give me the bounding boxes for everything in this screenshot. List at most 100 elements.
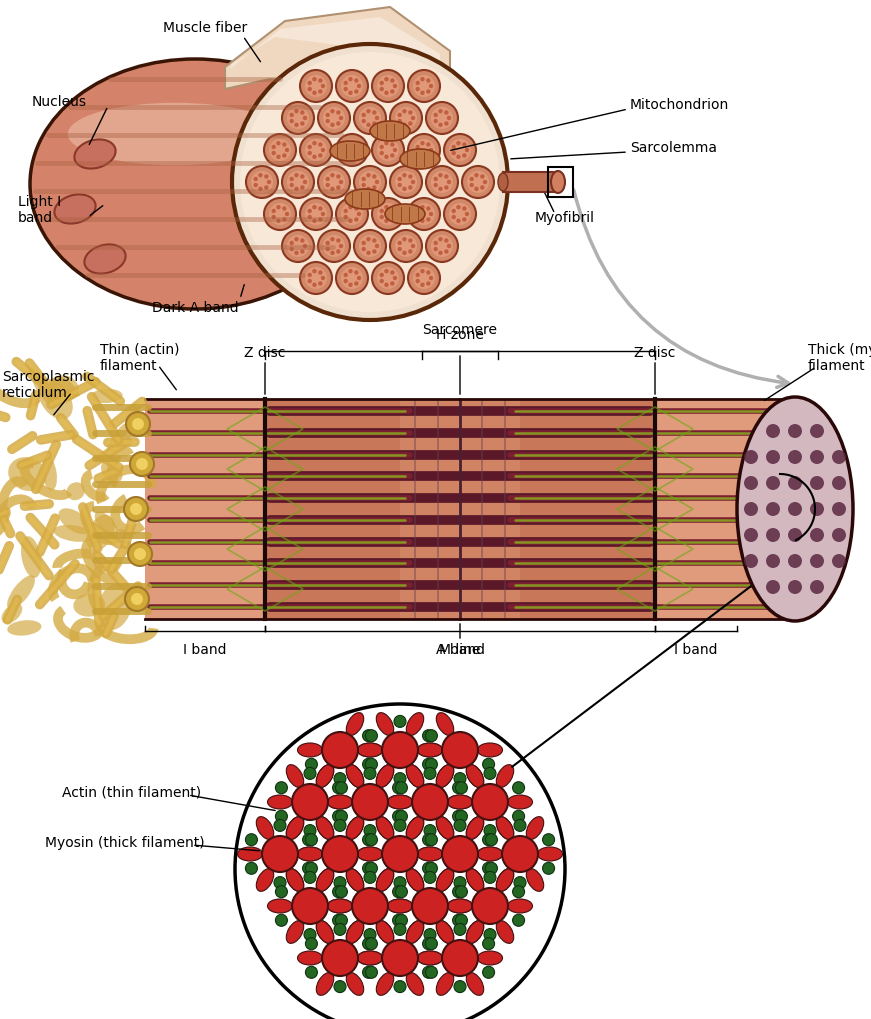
Circle shape <box>305 140 327 162</box>
Circle shape <box>253 183 258 189</box>
Circle shape <box>438 110 442 114</box>
Circle shape <box>322 837 358 872</box>
Circle shape <box>361 114 366 118</box>
Ellipse shape <box>347 973 364 996</box>
Ellipse shape <box>376 869 394 892</box>
Circle shape <box>326 114 330 118</box>
Circle shape <box>444 250 449 255</box>
Text: I band: I band <box>674 642 718 656</box>
Circle shape <box>393 85 397 89</box>
Ellipse shape <box>406 765 423 788</box>
Circle shape <box>312 77 317 83</box>
Circle shape <box>382 941 418 976</box>
Circle shape <box>272 152 276 156</box>
Circle shape <box>362 937 375 950</box>
Circle shape <box>434 177 438 182</box>
Circle shape <box>312 219 317 224</box>
Circle shape <box>456 206 461 210</box>
Ellipse shape <box>436 869 454 892</box>
Circle shape <box>300 186 305 191</box>
Ellipse shape <box>496 765 514 788</box>
Circle shape <box>264 175 268 179</box>
Ellipse shape <box>406 765 423 788</box>
Circle shape <box>431 172 453 194</box>
Circle shape <box>130 452 154 477</box>
Circle shape <box>366 966 377 978</box>
Circle shape <box>307 210 312 214</box>
Circle shape <box>307 152 312 156</box>
Circle shape <box>312 142 317 147</box>
Circle shape <box>395 914 408 926</box>
Ellipse shape <box>2 603 23 624</box>
Circle shape <box>354 91 359 95</box>
Circle shape <box>274 876 286 889</box>
Circle shape <box>372 263 404 294</box>
Circle shape <box>326 119 330 124</box>
Circle shape <box>321 276 325 281</box>
Circle shape <box>415 273 420 278</box>
Circle shape <box>294 237 299 243</box>
Ellipse shape <box>42 457 57 491</box>
Ellipse shape <box>417 743 442 757</box>
Circle shape <box>394 772 406 785</box>
Circle shape <box>343 88 348 92</box>
Text: Actin (thin filament): Actin (thin filament) <box>62 786 201 799</box>
Circle shape <box>483 834 495 846</box>
Circle shape <box>465 213 469 217</box>
Circle shape <box>361 119 366 124</box>
Circle shape <box>348 156 353 160</box>
Circle shape <box>336 263 368 294</box>
Circle shape <box>321 149 325 153</box>
Circle shape <box>422 862 435 874</box>
Ellipse shape <box>526 869 544 892</box>
Ellipse shape <box>477 951 503 965</box>
Circle shape <box>275 810 287 822</box>
Circle shape <box>364 928 376 941</box>
Circle shape <box>394 715 406 728</box>
Ellipse shape <box>53 526 94 542</box>
Circle shape <box>393 276 397 281</box>
Circle shape <box>384 206 388 210</box>
Text: Thin (actin)
filament: Thin (actin) filament <box>100 342 179 373</box>
Circle shape <box>393 213 397 217</box>
Circle shape <box>380 88 384 92</box>
Circle shape <box>294 187 299 192</box>
Circle shape <box>321 213 325 217</box>
Circle shape <box>372 71 404 103</box>
Circle shape <box>354 167 386 199</box>
Circle shape <box>125 587 149 611</box>
Circle shape <box>456 156 461 160</box>
Ellipse shape <box>496 869 514 892</box>
Circle shape <box>336 186 341 191</box>
Circle shape <box>300 122 305 126</box>
Ellipse shape <box>551 172 565 194</box>
Ellipse shape <box>58 508 91 535</box>
Ellipse shape <box>91 389 123 404</box>
Circle shape <box>275 782 287 794</box>
Circle shape <box>766 581 780 594</box>
Circle shape <box>454 980 466 993</box>
Ellipse shape <box>436 713 454 736</box>
Circle shape <box>343 273 348 278</box>
Circle shape <box>333 810 345 822</box>
Circle shape <box>411 180 415 185</box>
Circle shape <box>336 250 341 255</box>
Ellipse shape <box>316 817 334 840</box>
Circle shape <box>336 175 341 179</box>
Ellipse shape <box>406 817 423 840</box>
Circle shape <box>364 871 376 883</box>
Circle shape <box>390 144 395 148</box>
Ellipse shape <box>436 973 454 996</box>
Circle shape <box>136 459 148 471</box>
Circle shape <box>408 175 413 179</box>
Circle shape <box>832 529 846 542</box>
Circle shape <box>306 834 317 846</box>
Circle shape <box>412 889 448 924</box>
Ellipse shape <box>737 397 853 622</box>
Circle shape <box>377 204 399 226</box>
Circle shape <box>766 502 780 517</box>
Circle shape <box>377 268 399 289</box>
Ellipse shape <box>436 817 454 840</box>
Ellipse shape <box>316 869 334 892</box>
Circle shape <box>382 837 418 872</box>
